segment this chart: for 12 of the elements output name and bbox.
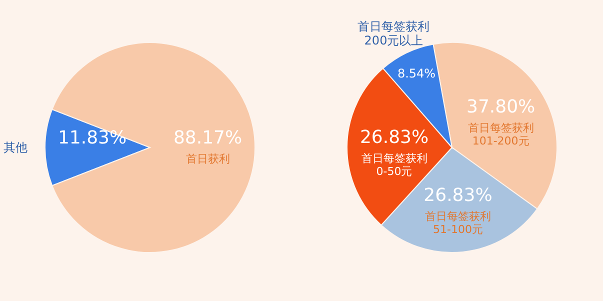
- data-label: 8.54%: [396, 66, 436, 81]
- slice-label: 首日每签获利 101-200元: [467, 122, 534, 148]
- data-label: 11.83%: [58, 128, 127, 148]
- data-label: 88.17%: [173, 128, 242, 148]
- data-label: 26.83%: [359, 126, 428, 148]
- slice-label: 其他: [4, 140, 28, 154]
- data-label: 37.80%: [466, 96, 535, 118]
- slice-label: 首日获利: [186, 152, 230, 166]
- data-label: 26.83%: [423, 184, 492, 206]
- slice-label: 首日每签获利 200元以上: [357, 19, 430, 48]
- slice-label: 首日每签获利 0-50元: [360, 152, 427, 178]
- slice-label: 首日每签获利 51-100元: [424, 210, 490, 236]
